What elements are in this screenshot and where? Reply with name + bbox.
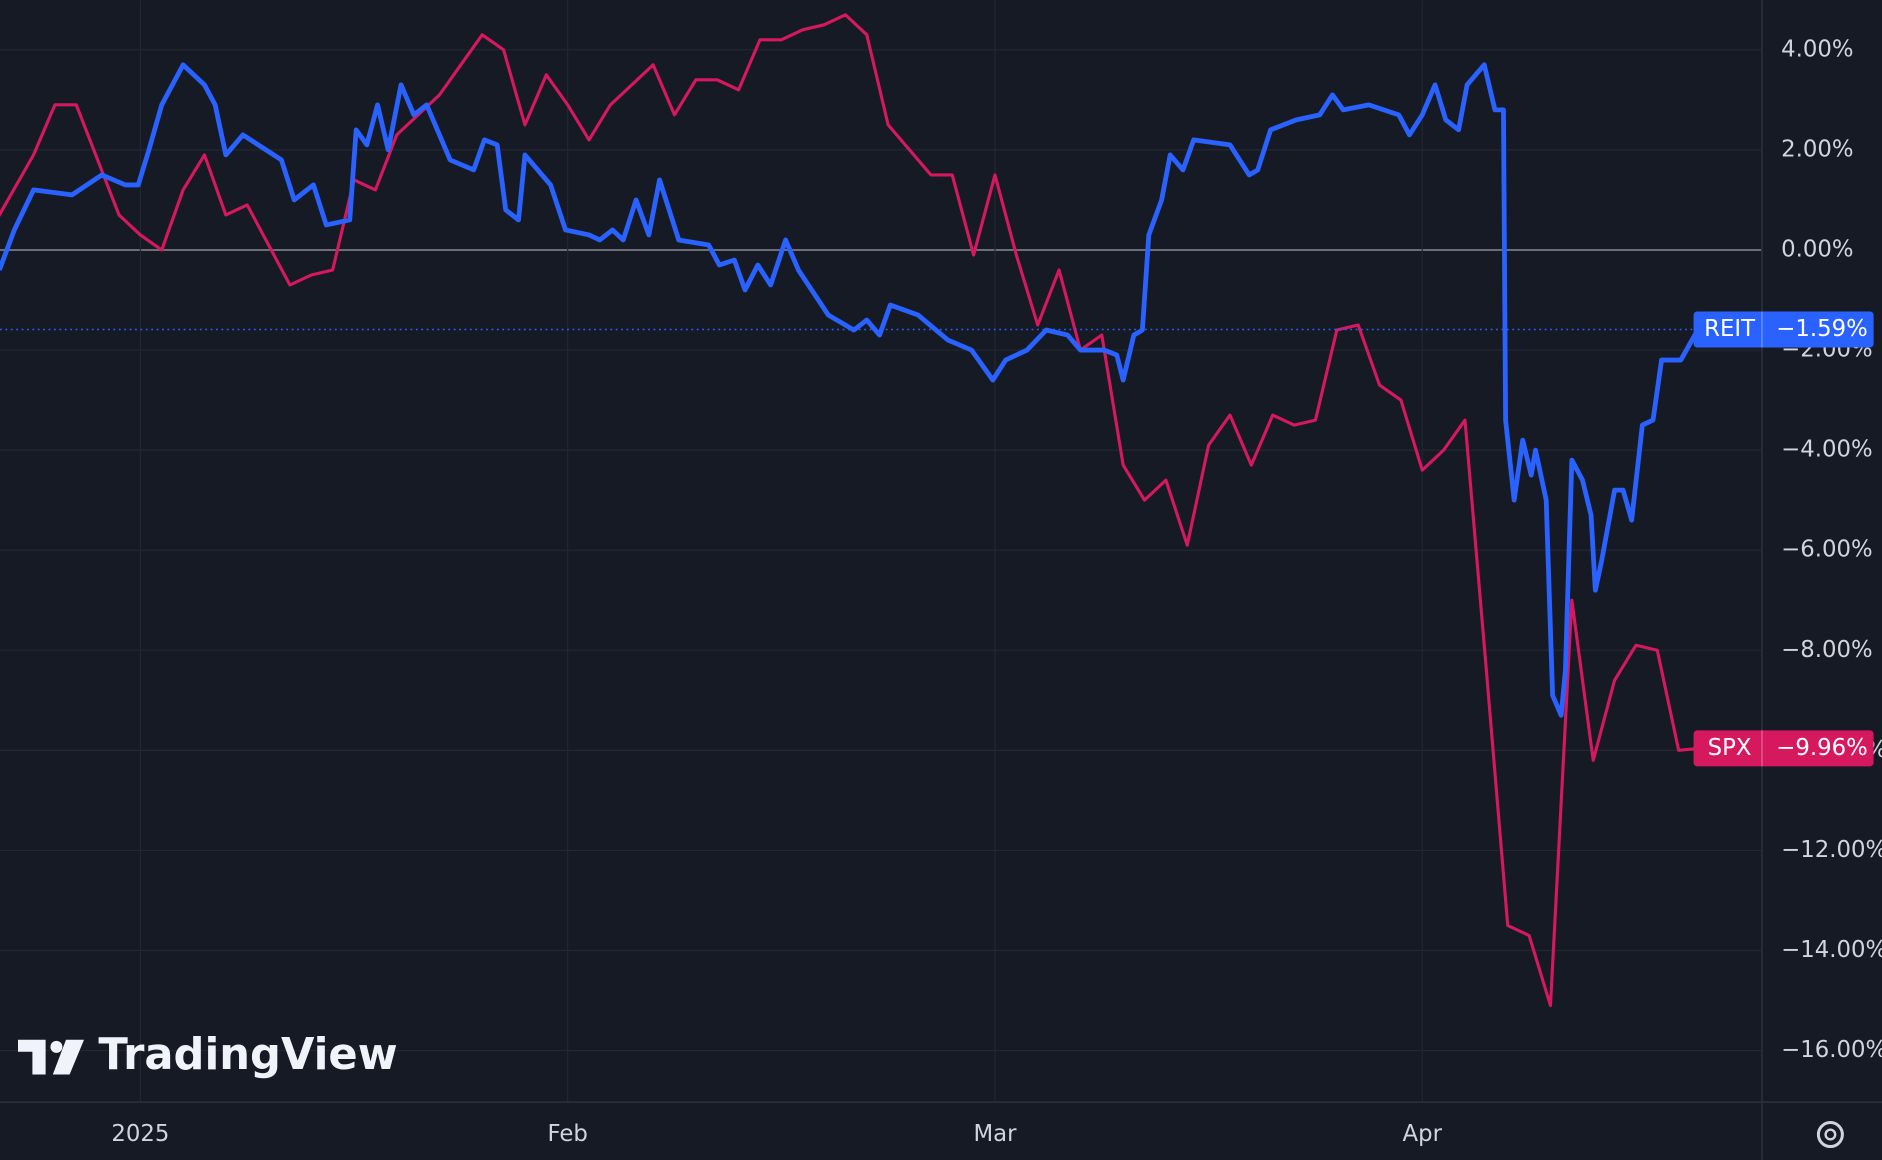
y-tick-label: −6.00%: [1781, 537, 1873, 563]
legend-name: SPX: [1708, 735, 1752, 761]
price-label-box: [1693, 311, 1874, 348]
y-tick-label: −8.00%: [1781, 637, 1873, 663]
y-tick-label: −12.00%: [1781, 837, 1882, 863]
y-tick-label: 0.00%: [1781, 236, 1853, 262]
x-tick-label: Mar: [973, 1121, 1017, 1147]
axes: 4.00%2.00%0.00%−2.00%−4.00%−6.00%−8.00%−…: [111, 36, 1882, 1147]
x-tick-label: Feb: [547, 1121, 587, 1147]
plot-area: [0, 13, 1762, 1008]
y-tick-label: 2.00%: [1781, 136, 1853, 162]
x-tick-label: Apr: [1403, 1121, 1443, 1147]
series-line: [0, 13, 1701, 1008]
y-tick-label: −14.00%: [1781, 937, 1882, 963]
y-tick-label: −4.00%: [1781, 437, 1873, 463]
y-tick-label: −16.00%: [1781, 1037, 1882, 1063]
watermark: TradingView: [98, 1030, 397, 1080]
last-value-label: −1.59%: [1776, 316, 1868, 342]
logo: TradingView: [18, 1030, 398, 1080]
last-value-label: −9.96%: [1776, 735, 1868, 761]
logo-mark: [18, 1039, 46, 1075]
settings-icon[interactable]: [1824, 1128, 1837, 1141]
y-tick-label: 4.00%: [1781, 36, 1853, 62]
settings-icon[interactable]: [1816, 1121, 1844, 1149]
logo-mark: [50, 1040, 63, 1053]
settings-button[interactable]: [1816, 1121, 1844, 1149]
series-line: [0, 62, 1700, 718]
legend-name: REIT: [1704, 316, 1755, 342]
price-label-box: [1693, 730, 1874, 767]
logo-mark: [52, 1039, 85, 1075]
x-tick-label: 2025: [111, 1121, 169, 1147]
grid: [0, 0, 1762, 1103]
